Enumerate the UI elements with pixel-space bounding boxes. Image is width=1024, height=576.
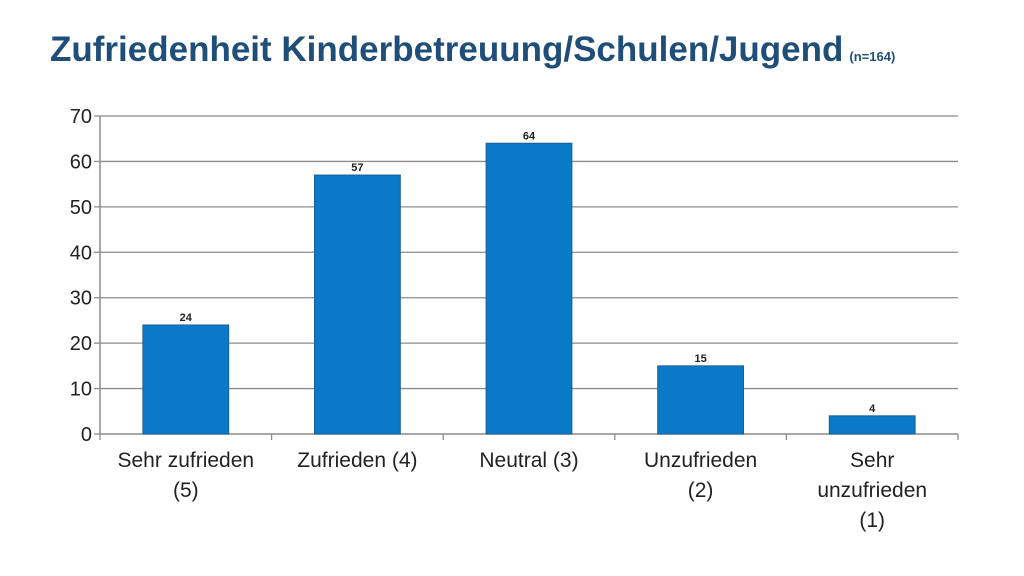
- chart-title-text: Zufriedenheit Kinderbetreuung/Schulen/Ju…: [50, 30, 844, 69]
- y-tick-label-20: 20: [70, 333, 92, 355]
- category-label-4-line-0: Sehr: [850, 449, 894, 472]
- category-label-3-line-0: Unzufrieden: [644, 449, 757, 472]
- category-label-4-line-1: unzufrieden: [817, 479, 927, 502]
- data-label-2: 64: [523, 130, 536, 142]
- data-label-3: 15: [694, 353, 706, 365]
- category-label-1-line-0: Zufrieden (4): [297, 449, 417, 472]
- bar-4: [828, 415, 916, 435]
- data-label-4: 4: [869, 403, 876, 415]
- category-label-3-line-1: (2): [688, 479, 714, 502]
- bar-0: [142, 324, 230, 435]
- y-tick-label-0: 0: [81, 424, 92, 446]
- y-tick-label-10: 10: [70, 379, 92, 401]
- bar-1: [314, 174, 401, 435]
- category-label-4-line-2: (1): [859, 509, 885, 532]
- y-tick-label-70: 70: [70, 106, 92, 128]
- category-label-2-line-0: Neutral (3): [479, 449, 578, 472]
- category-label-0-line-1: (5): [173, 479, 199, 502]
- y-tick-label-50: 50: [70, 197, 92, 219]
- category-label-0-line-0: Sehr zufrieden: [118, 449, 255, 472]
- bar-3: [657, 365, 745, 435]
- y-tick-label-60: 60: [70, 151, 92, 173]
- y-tick-label-30: 30: [70, 288, 92, 310]
- y-tick-label-40: 40: [70, 242, 92, 264]
- data-label-1: 57: [351, 162, 363, 174]
- data-label-0: 24: [180, 312, 193, 324]
- sample-size: (n=164): [849, 49, 896, 64]
- bar-2: [485, 142, 573, 435]
- chart-title: Zufriedenheit Kinderbetreuung/Schulen/Ju…: [50, 30, 895, 70]
